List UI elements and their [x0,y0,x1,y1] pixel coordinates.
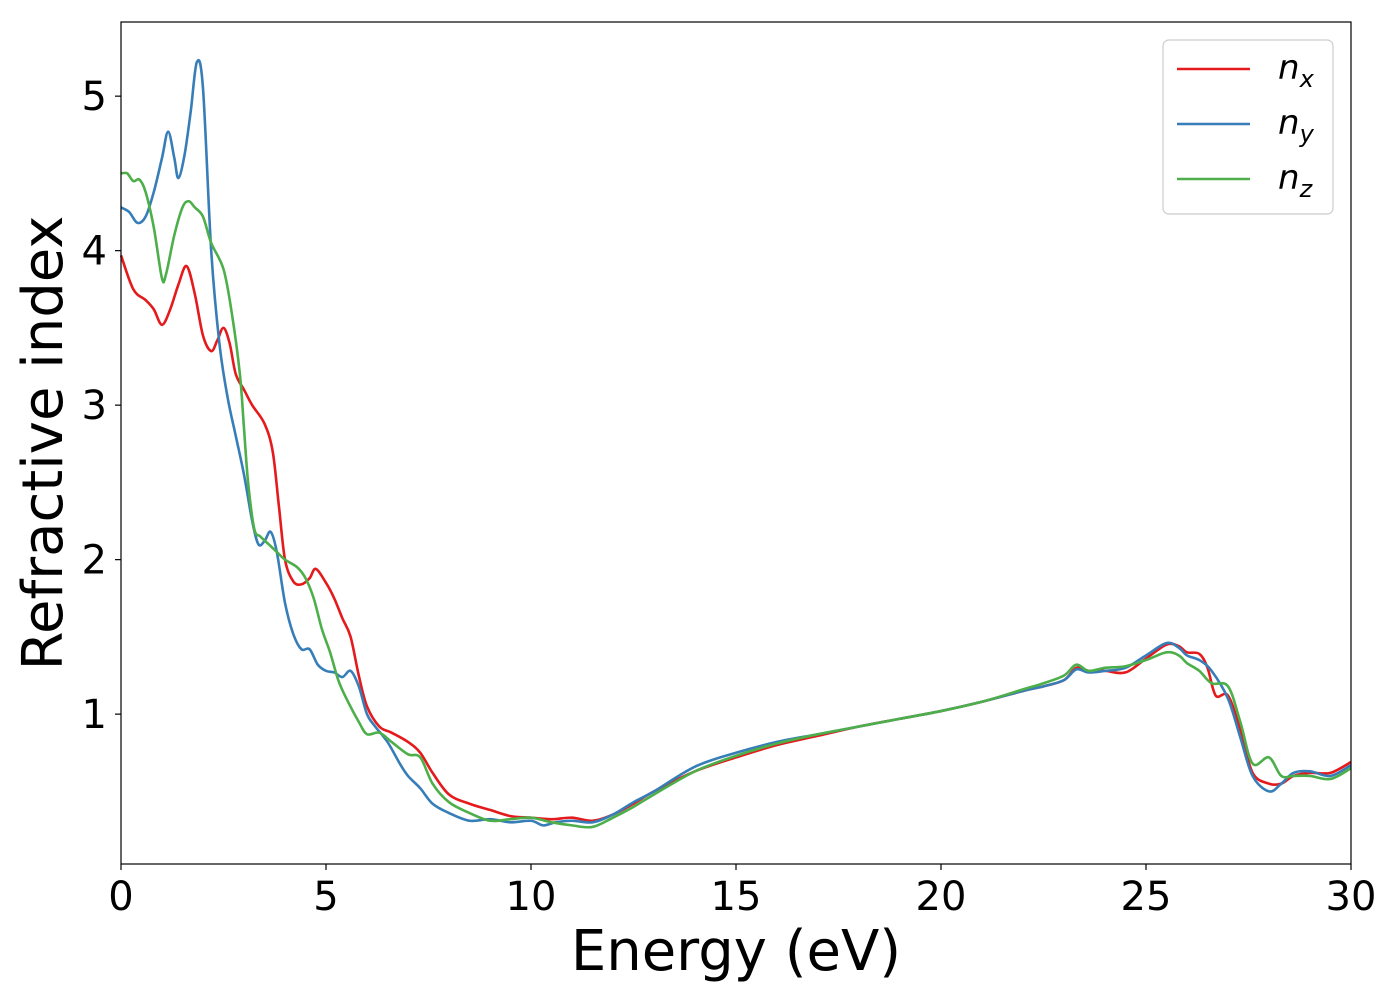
x-tick-label: 5 [313,874,338,920]
legend-label-y: ny [1278,103,1315,148]
y-tick-label: 1 [82,692,107,738]
y-tick-label: 5 [82,74,107,120]
y-axis-title: Refractive index [11,216,76,671]
x-tick-label: 20 [916,874,967,920]
x-tick-label: 30 [1326,874,1377,920]
x-axis-title: Energy (eV) [571,919,901,984]
y-tick-label: 3 [82,383,107,429]
y-tick-label: 2 [82,538,107,584]
legend-label-x: nx [1278,48,1315,93]
plot-lines [119,58,1352,829]
x-tick-label: 10 [506,874,557,920]
plot-frame [120,21,1352,865]
series-line-x [119,254,1352,823]
legend-box [1162,39,1334,215]
series-line-z [120,171,1352,829]
x-tick-label: 0 [108,874,133,920]
x-axis-ticks: 0 5 10 15 20 25 30 [108,864,1376,920]
y-tick-label: 4 [82,229,107,275]
x-tick-label: 15 [711,874,762,920]
y-axis-ticks: 1 2 3 4 5 [82,74,121,738]
series-line-y [120,58,1352,827]
x-tick-label: 25 [1121,874,1172,920]
